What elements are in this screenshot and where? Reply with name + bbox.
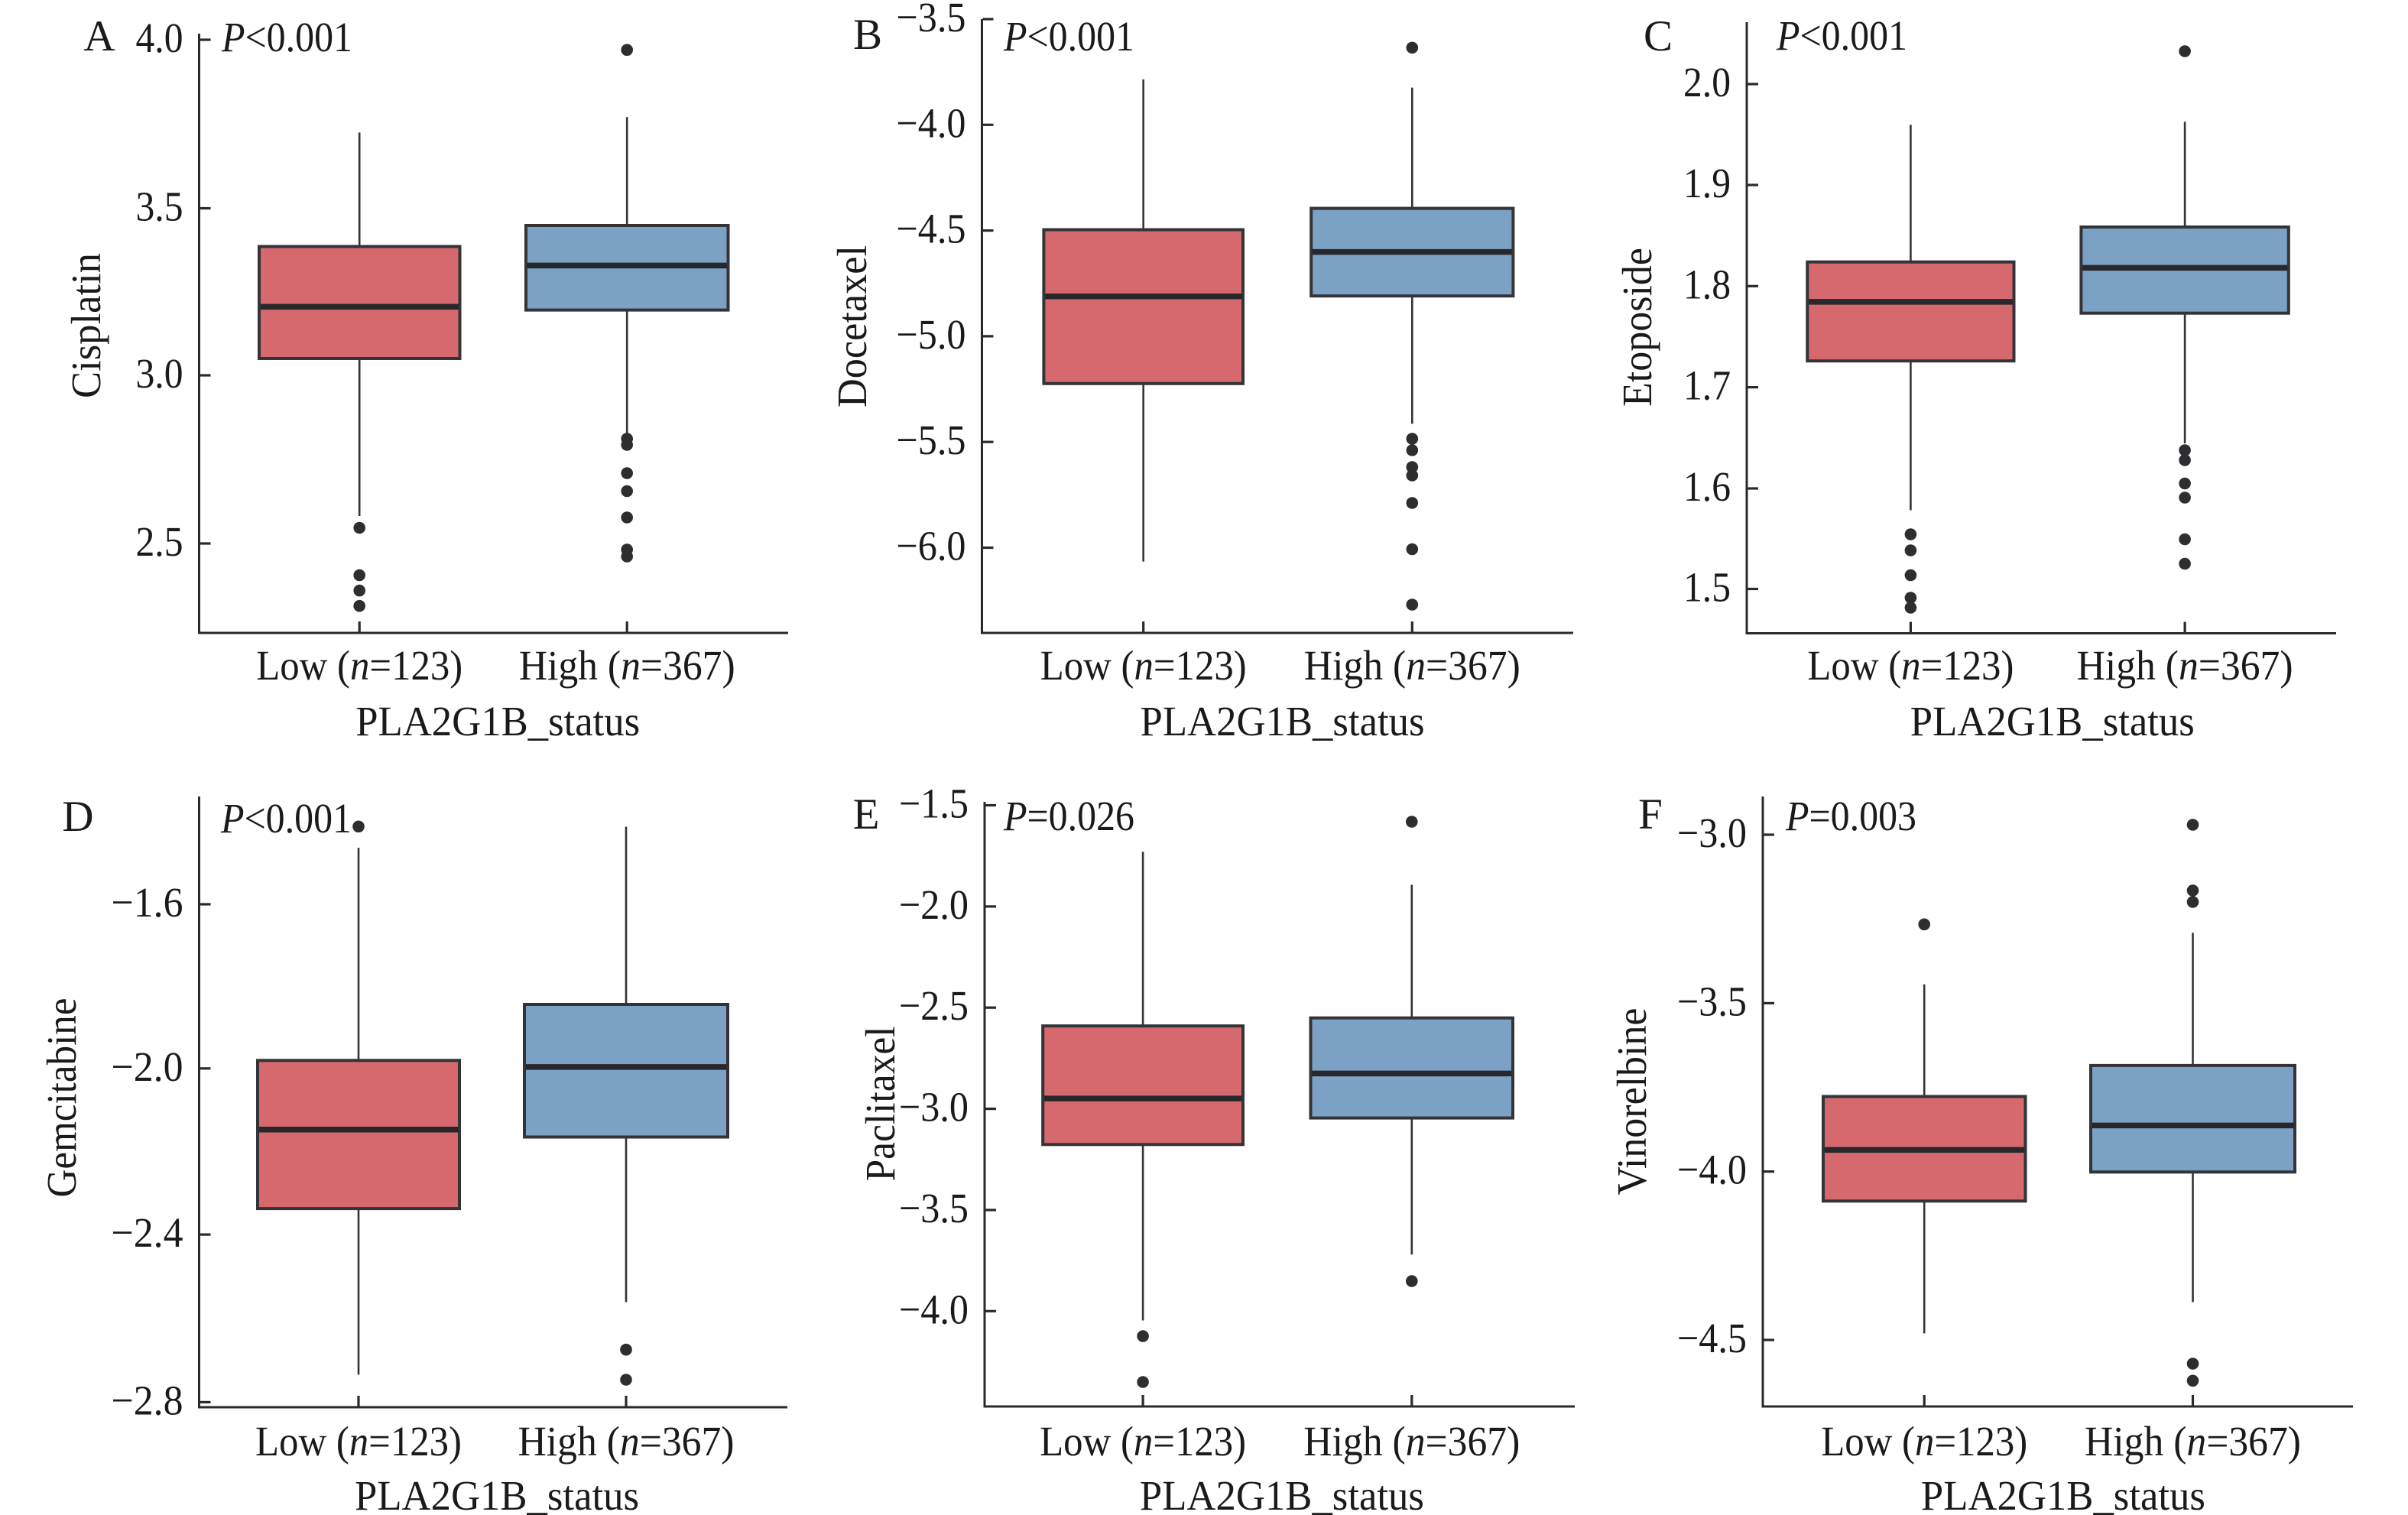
svg-text:F: F <box>1638 790 1663 839</box>
svg-text:−4.0: −4.0 <box>1677 1147 1747 1194</box>
svg-text:−4.0: −4.0 <box>899 1286 969 1333</box>
svg-text:High (n=367): High (n=367) <box>2077 643 2293 689</box>
svg-text:Low (n=123): Low (n=123) <box>255 1419 462 1465</box>
svg-text:Low (n=123): Low (n=123) <box>1040 1419 1246 1465</box>
svg-text:High (n=367): High (n=367) <box>2085 1419 2301 1465</box>
svg-text:4.0: 4.0 <box>136 15 183 62</box>
svg-text:PLA2G1B_status: PLA2G1B_status <box>355 1473 639 1515</box>
svg-text:PLA2G1B_status: PLA2G1B_status <box>355 699 640 745</box>
svg-text:PLA2G1B_status: PLA2G1B_status <box>1910 699 2195 745</box>
svg-text:1.8: 1.8 <box>1683 261 1731 308</box>
svg-text:P=0.003: P=0.003 <box>1785 793 1916 840</box>
svg-text:P=0.026: P=0.026 <box>1003 793 1134 840</box>
svg-text:1.9: 1.9 <box>1683 161 1731 207</box>
svg-text:1.5: 1.5 <box>1683 565 1731 612</box>
svg-text:1.7: 1.7 <box>1683 363 1731 410</box>
svg-text:Gemcitabine: Gemcitabine <box>39 998 86 1198</box>
svg-text:−5.0: −5.0 <box>897 312 966 358</box>
svg-text:−5.5: −5.5 <box>897 417 966 464</box>
svg-text:PLA2G1B_status: PLA2G1B_status <box>1921 1473 2205 1515</box>
svg-text:−4.0: −4.0 <box>897 100 966 147</box>
svg-text:P<0.001: P<0.001 <box>221 15 352 61</box>
svg-text:P<0.001: P<0.001 <box>220 796 352 842</box>
svg-text:−2.0: −2.0 <box>112 1044 183 1091</box>
svg-text:−2.0: −2.0 <box>899 882 969 929</box>
svg-text:PLA2G1B_status: PLA2G1B_status <box>1140 1473 1424 1515</box>
svg-text:P<0.001: P<0.001 <box>1776 13 1907 60</box>
svg-text:D: D <box>62 793 93 841</box>
svg-text:C: C <box>1644 12 1673 60</box>
svg-text:High (n=367): High (n=367) <box>1303 1419 1520 1465</box>
svg-text:High (n=367): High (n=367) <box>518 1419 735 1465</box>
svg-text:−1.5: −1.5 <box>899 781 969 828</box>
svg-text:2.0: 2.0 <box>1683 60 1731 106</box>
svg-text:−3.5: −3.5 <box>899 1186 969 1232</box>
svg-text:3.0: 3.0 <box>136 351 183 397</box>
svg-text:B: B <box>853 11 882 59</box>
svg-text:−2.5: −2.5 <box>899 983 969 1030</box>
svg-text:Low (n=123): Low (n=123) <box>1807 643 2014 689</box>
svg-text:PLA2G1B_status: PLA2G1B_status <box>1141 699 1425 745</box>
svg-text:2.5: 2.5 <box>136 519 183 566</box>
svg-text:1.6: 1.6 <box>1683 464 1731 511</box>
svg-text:Low (n=123): Low (n=123) <box>1821 1419 2027 1465</box>
svg-text:Low (n=123): Low (n=123) <box>1040 643 1247 689</box>
svg-text:Cisplatin: Cisplatin <box>63 253 110 398</box>
svg-text:Etoposide: Etoposide <box>1615 248 1661 407</box>
svg-text:E: E <box>853 790 880 839</box>
svg-text:3.5: 3.5 <box>136 184 183 231</box>
svg-text:Paclitaxel: Paclitaxel <box>858 1027 904 1182</box>
svg-text:−3.5: −3.5 <box>1677 978 1747 1025</box>
svg-text:−4.5: −4.5 <box>897 206 966 253</box>
svg-text:−2.8: −2.8 <box>112 1377 183 1424</box>
svg-text:Low (n=123): Low (n=123) <box>256 643 462 689</box>
svg-text:−6.0: −6.0 <box>897 524 966 570</box>
svg-text:−2.4: −2.4 <box>112 1210 183 1257</box>
svg-text:Vinorelbine: Vinorelbine <box>1609 1008 1656 1195</box>
svg-text:High (n=367): High (n=367) <box>519 643 735 689</box>
svg-text:−3.0: −3.0 <box>1677 810 1747 857</box>
svg-text:High (n=367): High (n=367) <box>1304 643 1520 689</box>
svg-text:−1.6: −1.6 <box>112 880 183 926</box>
svg-text:P<0.001: P<0.001 <box>1003 14 1134 60</box>
svg-text:−3.5: −3.5 <box>897 0 966 41</box>
svg-text:−4.5: −4.5 <box>1677 1315 1747 1362</box>
svg-text:−3.0: −3.0 <box>899 1085 969 1131</box>
svg-text:Docetaxel: Docetaxel <box>829 245 876 407</box>
svg-text:A: A <box>83 12 115 60</box>
